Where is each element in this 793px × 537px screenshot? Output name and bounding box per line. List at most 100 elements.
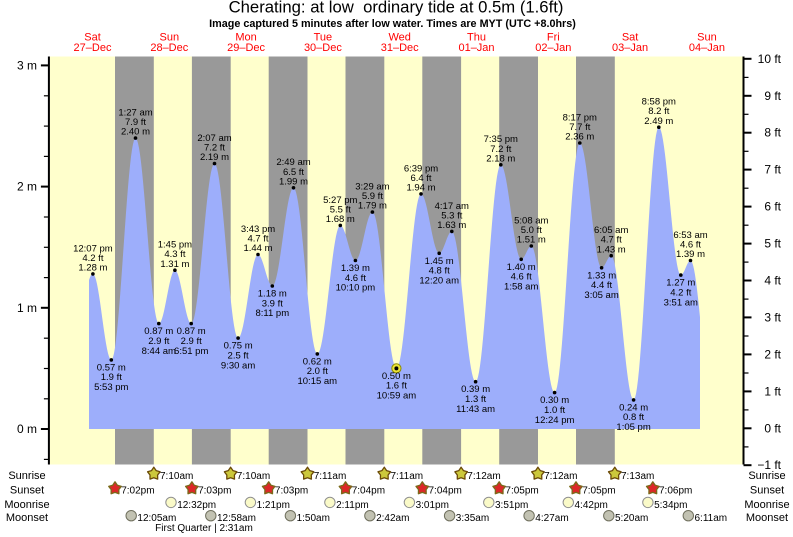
svg-text:8 ft: 8 ft [764, 126, 781, 140]
svg-text:8.2 ft: 8.2 ft [648, 106, 669, 117]
svg-text:Thu: Thu [467, 32, 486, 44]
svg-text:0.39 m: 0.39 m [461, 384, 490, 395]
svg-text:7:13am: 7:13am [621, 471, 654, 482]
svg-text:Cherating: at low ordinary ti: Cherating: at low ordinary tide at 0.5m … [229, 0, 564, 17]
svg-text:4.2 ft: 4.2 ft [670, 287, 691, 298]
svg-text:4.8 ft: 4.8 ft [429, 266, 450, 277]
svg-text:1.31 m: 1.31 m [160, 259, 189, 270]
svg-text:4.7 ft: 4.7 ft [247, 234, 268, 245]
svg-text:1.44 m: 1.44 m [243, 243, 272, 254]
svg-text:7:11am: 7:11am [314, 471, 347, 482]
svg-text:1:05 pm: 1:05 pm [616, 422, 650, 433]
svg-text:31–Dec: 31–Dec [381, 42, 419, 54]
svg-text:4 ft: 4 ft [764, 274, 781, 288]
svg-text:1:45 pm: 1:45 pm [158, 240, 192, 251]
svg-text:3:01pm: 3:01pm [416, 500, 449, 511]
svg-text:1.94 m: 1.94 m [406, 183, 435, 194]
svg-text:2:11pm: 2:11pm [336, 500, 369, 511]
svg-text:6:39 pm: 6:39 pm [404, 163, 438, 174]
svg-text:4.7 ft: 4.7 ft [601, 235, 622, 246]
svg-text:5:20am: 5:20am [615, 513, 648, 524]
svg-text:0.8 ft: 0.8 ft [623, 412, 644, 423]
svg-text:2.18 m: 2.18 m [486, 153, 515, 164]
svg-text:10 ft: 10 ft [758, 52, 782, 66]
svg-text:Sunrise: Sunrise [8, 470, 45, 482]
svg-text:Moonrise: Moonrise [4, 499, 49, 511]
svg-text:1:21pm: 1:21pm [257, 500, 290, 511]
svg-text:1.0 ft: 1.0 ft [544, 405, 565, 416]
svg-text:3:05 am: 3:05 am [584, 290, 618, 301]
svg-text:7:12am: 7:12am [544, 471, 577, 482]
svg-text:5:34pm: 5:34pm [654, 500, 687, 511]
svg-text:7.9 ft: 7.9 ft [125, 117, 146, 128]
svg-text:2.40 m: 2.40 m [121, 127, 150, 138]
svg-text:4:42pm: 4:42pm [575, 500, 608, 511]
svg-text:5:08 am: 5:08 am [514, 215, 548, 226]
svg-text:4.3 ft: 4.3 ft [164, 249, 185, 260]
svg-text:1.40 m: 1.40 m [507, 262, 536, 273]
svg-text:4.6 ft: 4.6 ft [345, 273, 366, 284]
svg-text:3:35am: 3:35am [456, 513, 489, 524]
svg-text:6:53 am: 6:53 am [673, 230, 707, 241]
svg-text:8:58 pm: 8:58 pm [642, 97, 676, 108]
svg-text:2:07 am: 2:07 am [197, 133, 231, 144]
svg-text:7.2 ft: 7.2 ft [204, 143, 225, 154]
svg-text:2.5 ft: 2.5 ft [228, 350, 249, 361]
svg-text:7:04pm: 7:04pm [352, 486, 385, 497]
svg-text:01–Jan: 01–Jan [458, 42, 494, 54]
svg-text:1.3 ft: 1.3 ft [465, 394, 486, 405]
svg-text:12:20 am: 12:20 am [419, 276, 459, 287]
svg-text:First Quarter | 2:31am: First Quarter | 2:31am [155, 523, 253, 534]
svg-text:Sat: Sat [622, 32, 639, 44]
svg-text:1.43 m: 1.43 m [597, 244, 626, 255]
svg-text:4.6 ft: 4.6 ft [511, 272, 532, 283]
svg-text:0.87 m: 0.87 m [177, 326, 206, 337]
svg-text:7:03pm: 7:03pm [275, 486, 308, 497]
svg-text:Sat: Sat [84, 32, 101, 44]
svg-text:7:11am: 7:11am [391, 471, 424, 482]
svg-text:6:11am: 6:11am [695, 513, 728, 524]
svg-text:2.19 m: 2.19 m [200, 152, 229, 163]
svg-text:0.75 m: 0.75 m [224, 341, 253, 352]
svg-text:7:04pm: 7:04pm [429, 486, 462, 497]
svg-text:7:05pm: 7:05pm [582, 486, 615, 497]
svg-text:4:17 am: 4:17 am [435, 201, 469, 212]
svg-text:5.3 ft: 5.3 ft [441, 210, 462, 221]
svg-text:2:49 am: 2:49 am [276, 157, 310, 168]
svg-text:Moonrise: Moonrise [744, 499, 789, 511]
svg-text:3.9 ft: 3.9 ft [262, 298, 283, 309]
svg-text:10:10 pm: 10:10 pm [336, 283, 376, 294]
svg-text:3:43 pm: 3:43 pm [241, 224, 275, 235]
svg-text:3:29 am: 3:29 am [355, 182, 389, 193]
svg-text:27–Dec: 27–Dec [74, 42, 112, 54]
svg-text:11:43 am: 11:43 am [456, 404, 495, 415]
svg-text:6 ft: 6 ft [764, 200, 781, 214]
svg-text:6.5 ft: 6.5 ft [283, 167, 304, 178]
svg-text:5.0 ft: 5.0 ft [521, 225, 542, 236]
svg-text:7.7 ft: 7.7 ft [569, 122, 590, 133]
svg-text:7:10am: 7:10am [160, 471, 193, 482]
svg-text:5.5 ft: 5.5 ft [330, 204, 351, 215]
svg-text:7:06pm: 7:06pm [659, 486, 692, 497]
svg-text:7:10am: 7:10am [237, 471, 270, 482]
svg-text:04–Jan: 04–Jan [689, 42, 725, 54]
svg-text:2.9 ft: 2.9 ft [181, 336, 202, 347]
svg-text:1.39 m: 1.39 m [341, 263, 370, 274]
svg-text:3 m: 3 m [17, 58, 37, 72]
svg-text:0.50 m: 0.50 m [382, 371, 411, 382]
svg-text:4.4 ft: 4.4 ft [591, 280, 612, 291]
svg-text:7:35 pm: 7:35 pm [484, 134, 518, 145]
svg-text:1:27 am: 1:27 am [118, 108, 152, 119]
svg-text:1:58 am: 1:58 am [504, 282, 538, 293]
svg-text:3 ft: 3 ft [764, 310, 781, 324]
svg-text:Sunset: Sunset [10, 485, 44, 497]
svg-text:−1 ft: −1 ft [757, 458, 781, 472]
svg-text:Fri: Fri [547, 32, 560, 44]
svg-text:0.24 m: 0.24 m [619, 402, 648, 413]
svg-text:Tue: Tue [314, 32, 333, 44]
svg-text:1.28 m: 1.28 m [78, 263, 107, 274]
svg-text:9:30 am: 9:30 am [221, 360, 255, 371]
svg-text:0.57 m: 0.57 m [97, 362, 126, 373]
svg-text:Wed: Wed [388, 32, 410, 44]
svg-text:1.6 ft: 1.6 ft [386, 381, 407, 392]
